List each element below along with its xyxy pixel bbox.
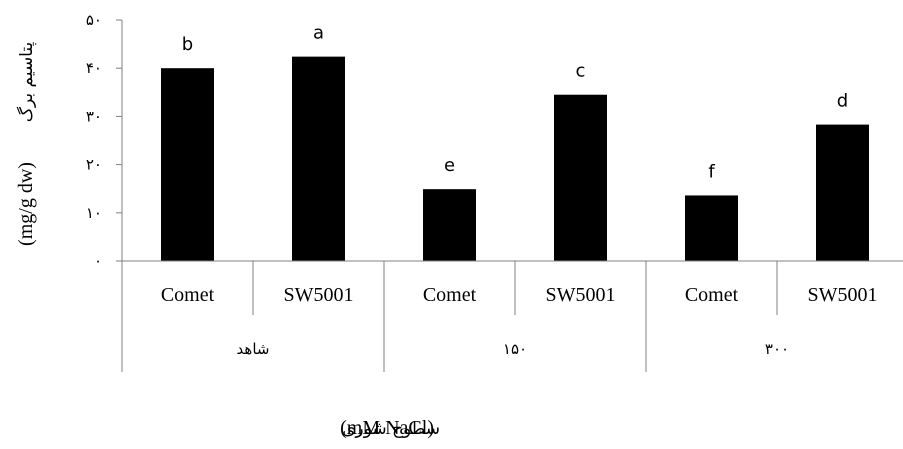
group-label: شاهد — [237, 340, 270, 358]
y-tick-label: ۵۰ — [86, 11, 102, 29]
y-axis-title-fa: پتاسیم برگ — [16, 42, 37, 123]
bar — [423, 189, 476, 261]
bar — [292, 56, 345, 261]
y-axis-title: پتاسیم برگ (mg/g dw) — [15, 42, 37, 246]
category-label: Comet — [161, 284, 215, 306]
bar — [685, 195, 738, 261]
x-axis-title-fa: سطوح شوری — [342, 419, 440, 439]
y-tick-label: ۱۰ — [86, 204, 102, 222]
bar-letter-label: f — [708, 161, 715, 182]
bar-letter-label: b — [182, 34, 193, 55]
category-label: SW5001 — [808, 284, 878, 306]
x-axis-title-unit: (mM NaCl) — [340, 417, 434, 439]
bar-letter-label: c — [576, 61, 586, 82]
bar-letter-label: a — [313, 23, 324, 44]
bars — [161, 56, 869, 262]
y-ticks: ۰ ۱۰ ۲۰ ۳۰ ۴۰ ۵۰ — [86, 11, 122, 270]
bar-letter-label: d — [837, 91, 848, 112]
y-tick-label: ۳۰ — [86, 107, 102, 125]
bar — [554, 94, 607, 262]
category-label: Comet — [423, 284, 477, 306]
category-label: SW5001 — [546, 284, 616, 306]
bar — [161, 68, 214, 261]
significance-letters: b a e c f d — [182, 23, 848, 183]
y-tick-label: ۰ — [94, 252, 102, 270]
bar — [816, 124, 869, 262]
category-label: SW5001 — [284, 284, 354, 306]
y-tick-label: ۲۰ — [86, 156, 102, 174]
category-label: Comet — [685, 284, 739, 306]
y-tick-label: ۴۰ — [86, 59, 102, 77]
svg-text:پتاسیم برگ: پتاسیم برگ — [16, 42, 37, 123]
group-label: ۳۰۰ — [765, 340, 789, 358]
x-axis: Comet SW5001 Comet SW5001 Comet SW5001 شاهد ۱۵۰… — [121, 260, 903, 372]
y-axis-title-unit: (mg/g dw) — [15, 162, 37, 246]
group-label: ۱۵۰ — [503, 340, 527, 358]
bar-letter-label: e — [444, 155, 455, 176]
x-axis-title: (mM NaCl) سطوح شوری — [340, 417, 440, 439]
